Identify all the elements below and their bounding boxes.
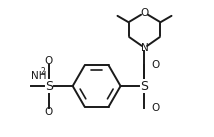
Text: 2: 2	[40, 68, 45, 76]
Text: S: S	[141, 80, 149, 93]
Text: NH: NH	[31, 72, 47, 82]
Text: O: O	[152, 59, 160, 69]
Text: O: O	[45, 107, 53, 117]
Text: O: O	[140, 8, 149, 18]
Text: O: O	[152, 103, 160, 113]
Text: N: N	[141, 43, 148, 53]
Text: S: S	[45, 80, 53, 93]
Text: O: O	[45, 55, 53, 65]
